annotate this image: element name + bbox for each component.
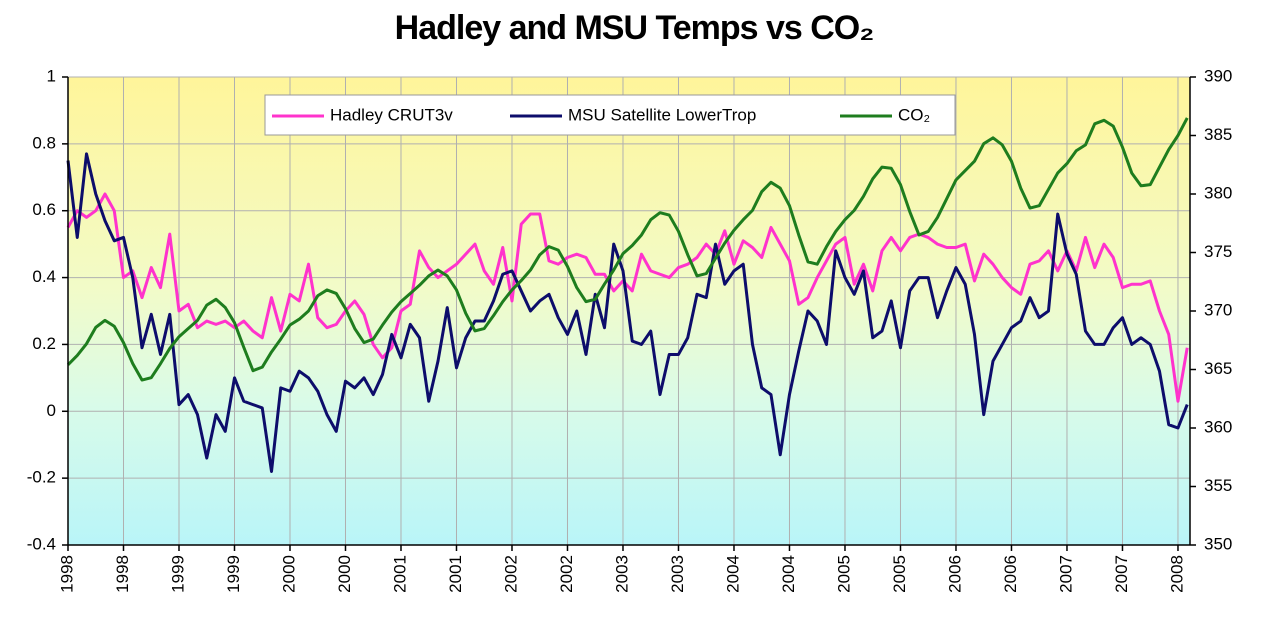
- x-tick-label: 2004: [779, 555, 798, 593]
- y2-tick-label: 385: [1204, 125, 1232, 144]
- y2-tick-label: 370: [1204, 300, 1232, 319]
- x-tick-label: 1998: [57, 555, 76, 593]
- y-tick-label: 0.8: [32, 133, 56, 152]
- x-tick-label: 1998: [113, 555, 132, 593]
- y-tick-label: 0.4: [32, 267, 56, 286]
- x-tick-label: 2003: [668, 555, 687, 593]
- y-tick-label: -0.2: [27, 468, 56, 487]
- x-tick-label: 2006: [945, 555, 964, 593]
- y2-tick-label: 375: [1204, 242, 1232, 261]
- chart-title: Hadley and MSU Temps vs CO₂: [395, 9, 874, 47]
- legend: Hadley CRUT3v MSU Satellite LowerTrop CO₂: [272, 105, 930, 124]
- y2-tick-label: 355: [1204, 476, 1232, 495]
- y2-tick-label: 380: [1204, 183, 1232, 202]
- x-tick-label: 1999: [168, 555, 187, 593]
- y2-tick-label: 360: [1204, 417, 1232, 436]
- series-line: [66, 192, 1189, 403]
- x-tick-label: 2007: [1056, 555, 1075, 593]
- x-tick-label: 2005: [890, 555, 909, 593]
- x-tick-label: 2008: [1167, 555, 1186, 593]
- y-tick-label: 0.2: [32, 334, 56, 353]
- y-tick-label: 1: [47, 66, 56, 85]
- x-tick-label: 2002: [501, 555, 520, 593]
- series-line: [66, 152, 1189, 473]
- x-tick-label: 2006: [1001, 555, 1020, 593]
- x-tick-label: 2001: [390, 555, 409, 593]
- x-tick-label: 1999: [224, 555, 243, 593]
- series-line: [66, 117, 1189, 382]
- y-tick-label: 0.6: [32, 200, 56, 219]
- x-tick-label: 2004: [723, 555, 742, 593]
- x-tick-label: 2005: [834, 555, 853, 593]
- legend-label: CO₂: [898, 105, 930, 124]
- y-tick-label: 0: [47, 401, 56, 420]
- x-tick-label: 2007: [1112, 555, 1131, 593]
- y2-tick-label: 390: [1204, 66, 1232, 85]
- x-tick-label: 2000: [279, 555, 298, 593]
- legend-label: MSU Satellite LowerTrop: [568, 105, 756, 124]
- y2-tick-label: 350: [1204, 534, 1232, 553]
- y-tick-label: -0.4: [27, 534, 56, 553]
- x-tick-label: 2000: [335, 555, 354, 593]
- axes: -0.4 -0.2 0 0.2 0.4 0.6 0.8 1 350 355 360 365 370 375…: [27, 66, 1233, 592]
- x-tick-label: 2002: [557, 555, 576, 593]
- x-tick-label: 2003: [612, 555, 631, 593]
- lines: [66, 117, 1189, 473]
- x-tick-label: 2001: [446, 555, 465, 593]
- legend-label: Hadley CRUT3v: [330, 105, 453, 124]
- y2-tick-label: 365: [1204, 359, 1232, 378]
